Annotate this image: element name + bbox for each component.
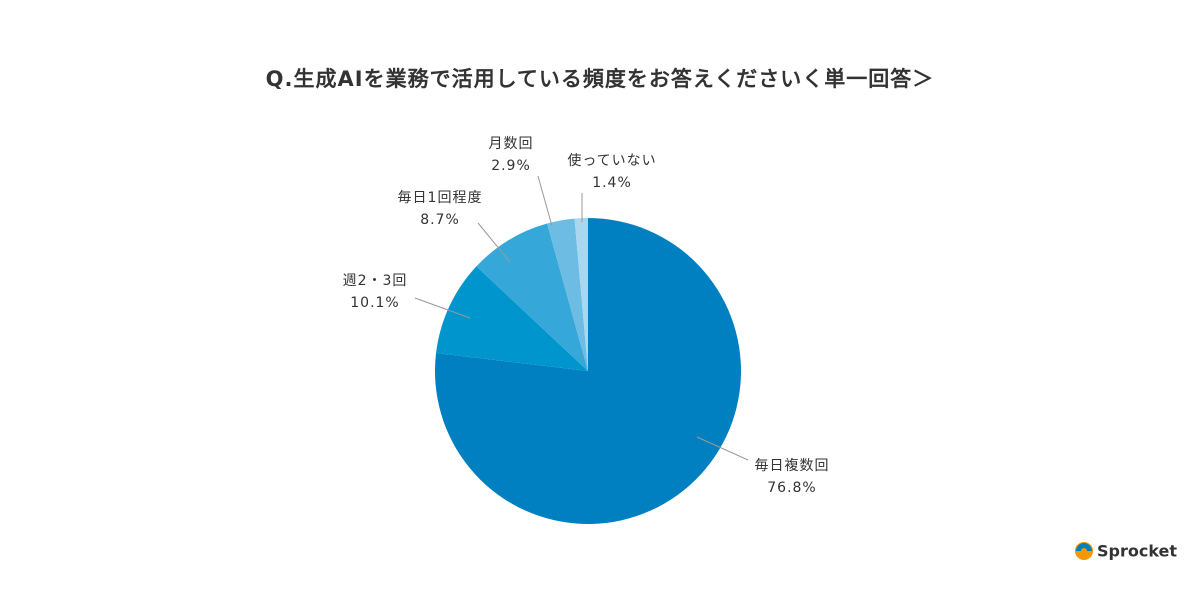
leader-line: [696, 436, 749, 461]
slice-label: 週2・3回: [343, 273, 408, 289]
slice-value-label: 10.1%: [350, 295, 399, 311]
slice-value-label: 76.8%: [767, 480, 816, 496]
slice-value-label: 1.4%: [592, 175, 632, 191]
slice-value-label: 8.7%: [420, 212, 460, 228]
slice-value-label: 2.9%: [491, 158, 531, 174]
brand-name: Sprocket: [1097, 542, 1177, 561]
leader-line: [477, 222, 511, 263]
leader-line: [537, 175, 553, 227]
slice-label: 毎日複数回: [755, 457, 830, 474]
slice-label: 毎日1回程度: [398, 190, 483, 206]
slice-label: 使っていない: [567, 152, 656, 169]
pie-slice: [574, 218, 588, 371]
logo-icon-part: [1076, 543, 1092, 551]
brand-logo: Sprocket: [1075, 542, 1177, 561]
pie-slice: [547, 218, 588, 371]
slice-label: 月数回: [489, 136, 534, 152]
pie-slice: [436, 266, 588, 371]
chart-title: Q.生成AIを業務で活用している頻度をお答えくださいく単一回答＞: [266, 67, 935, 91]
leader-line: [414, 297, 471, 319]
pie-slice: [435, 218, 742, 524]
pie-slice: [476, 223, 588, 371]
